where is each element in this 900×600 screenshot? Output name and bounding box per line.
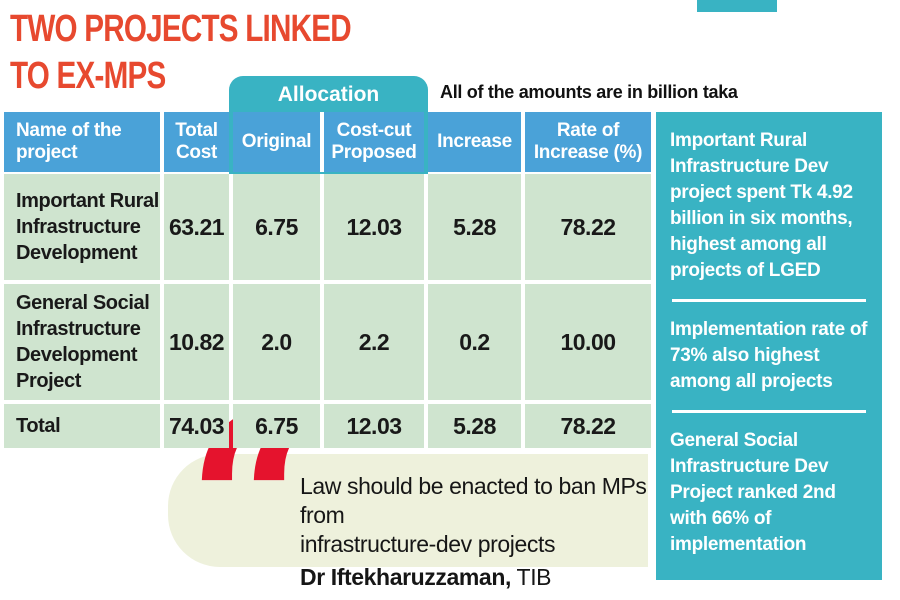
header-total-cost: Total Cost [164,112,229,172]
header-original: Original [233,112,320,172]
project-name-text: Important Rural Infrastructure Developme… [16,190,159,264]
sidebar-divider [672,410,866,413]
quote-attribution-org: TIB [516,564,552,590]
cell-total-label: Total [4,404,160,448]
quote-line-1: Law should be enacted to ban MPs from [300,473,647,528]
quote-attribution: Dr Iftekharuzzaman, TIB [300,563,650,592]
allocation-column-divider [320,112,324,172]
sidebar-divider [672,299,866,302]
rate-value: 78.22 [560,412,616,439]
increase-value: 0.2 [459,328,490,355]
header-original-label: Original [241,131,312,152]
cost-cut-value: 12.03 [346,213,402,240]
cell-project-name: Important Rural Infrastructure Developme… [4,174,160,280]
total-cost-value: 63.21 [168,213,225,240]
total-cost-value: 10.82 [168,328,225,355]
cost-cut-value: 2.2 [358,328,390,355]
cell-cost-cut: 12.03 [324,404,424,448]
cell-rate: 10.00 [525,284,651,400]
table-row-general-social: General Social Infrastructure Developmen… [0,284,900,400]
header-cost-cut-proposed: Cost-cut Proposed [324,112,424,172]
cell-cost-cut: 2.2 [324,284,424,400]
sidebar-notes-panel: Important Rural Infrastructure Dev proje… [656,112,882,580]
quote-text-block: Law should be enacted to ban MPs from in… [300,472,650,592]
header-total-cost-label: Total Cost [175,120,218,163]
original-value: 6.75 [255,213,298,240]
original-value: 6.75 [255,412,298,439]
quote-box [168,454,648,567]
cell-increase: 5.28 [428,174,521,280]
header-cost-cut-label: Cost-cut Proposed [331,120,417,163]
infographic-title: TWO PROJECTS LINKED TO EX-MPS [10,6,352,100]
header-rate-of-increase: Rate of Increase (%) [525,112,651,172]
increase-value: 5.28 [453,412,496,439]
original-value: 2.0 [261,328,292,355]
header-name-label: Name of the project [16,120,122,163]
project-name-text: General Social Infrastructure Developmen… [16,292,150,392]
cell-original: 2.0 [233,284,320,400]
allocation-group-label: Allocation [277,83,380,106]
quote-attribution-name: Dr Iftekharuzzaman, [300,564,511,590]
sidebar-note-3: General Social Infrastructure Dev Projec… [670,430,836,555]
cell-original: 6.75 [233,404,320,448]
quote-line-2: infrastructure-dev projects [300,531,556,557]
cell-total-cost: 10.82 [164,284,229,400]
header-rate-label: Rate of Increase (%) [533,120,643,163]
cell-original: 6.75 [233,174,320,280]
total-cost-value: 74.03 [168,412,225,439]
table-row-total: Total 74.03 6.75 12.03 5.28 78.22 [0,404,900,448]
header-increase-label: Increase [437,131,512,152]
top-edge-teal-fragment [697,0,777,12]
rate-value: 10.00 [560,328,616,355]
title-line-2: TO EX-MPS [10,55,166,97]
increase-value: 5.28 [453,213,496,240]
units-note: All of the amounts are in billion taka [440,82,738,102]
header-increase: Increase [428,112,521,172]
cost-cut-value: 12.03 [346,412,402,439]
quotation-marks-icon: “ [186,370,318,600]
table-row-important-rural: Important Rural Infrastructure Developme… [0,174,900,280]
cell-cost-cut: 12.03 [324,174,424,280]
cell-total-cost: 63.21 [164,174,229,280]
cell-increase: 5.28 [428,404,521,448]
cell-rate: 78.22 [525,174,651,280]
title-line-1: TWO PROJECTS LINKED [10,8,352,50]
cell-rate: 78.22 [525,404,651,448]
total-label-text: Total [16,415,61,437]
cell-project-name: General Social Infrastructure Developmen… [4,284,160,400]
sidebar-note-2: Implementation rate of 73% also highest … [670,319,868,392]
cell-increase: 0.2 [428,284,521,400]
header-name-of-project: Name of the project [4,112,160,172]
cell-total-cost: 74.03 [164,404,229,448]
sidebar-note-1: Important Rural Infrastructure Dev proje… [670,130,853,281]
rate-value: 78.22 [560,213,616,240]
